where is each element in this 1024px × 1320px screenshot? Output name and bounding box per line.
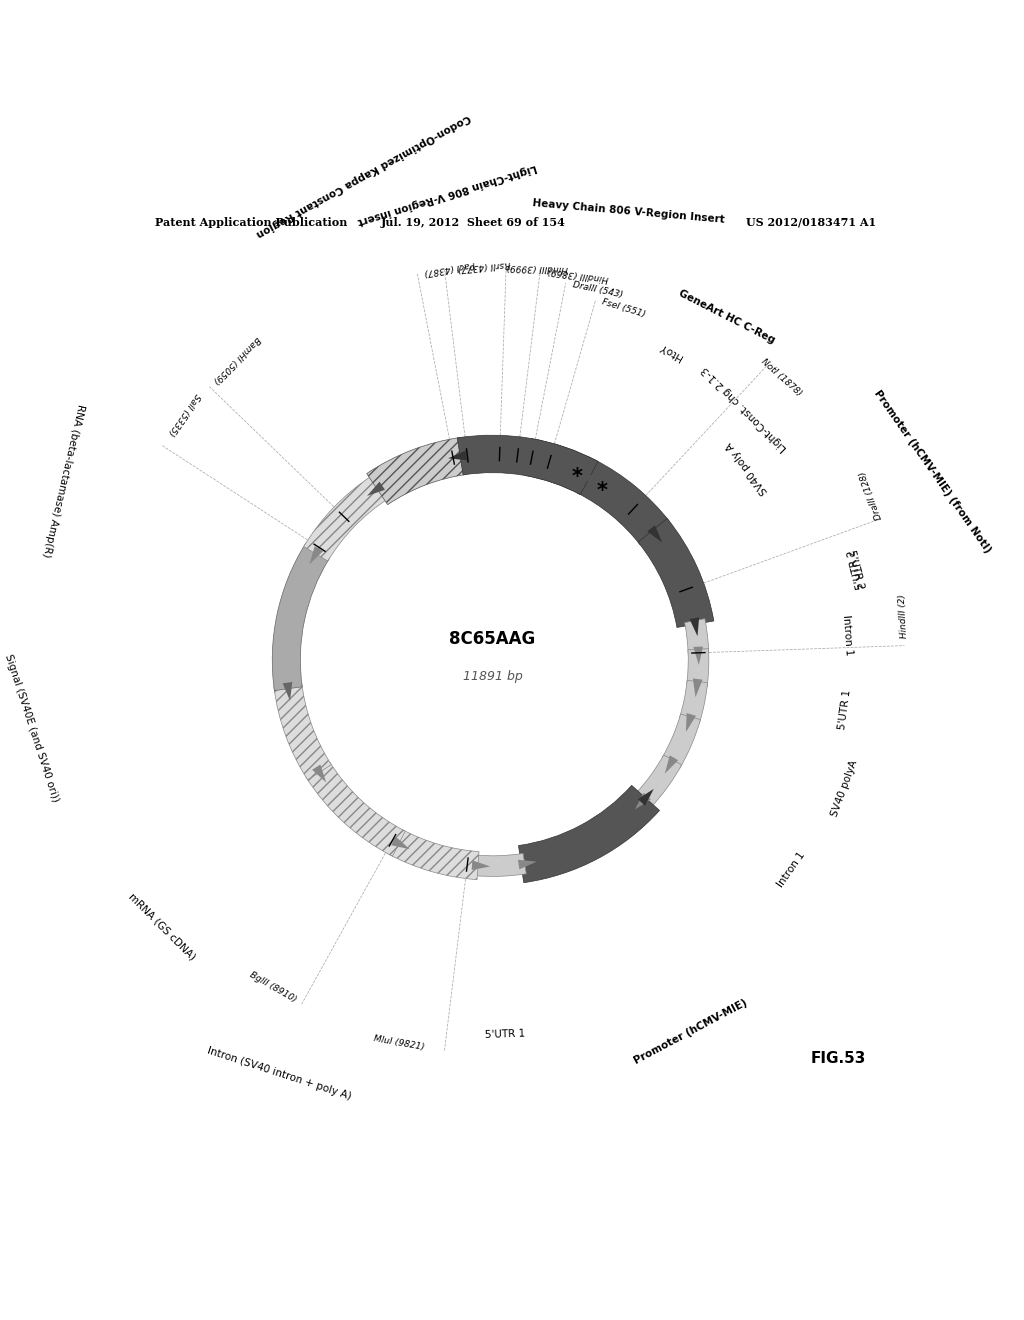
Text: Codon-Optimized Kappa Constant Region: Codon-Optimized Kappa Constant Region	[254, 112, 471, 239]
Text: 5'UTR 2: 5'UTR 2	[846, 549, 865, 590]
Text: Promoter (hCMV-MIE): Promoter (hCMV-MIE)	[632, 998, 749, 1067]
Wedge shape	[687, 648, 709, 686]
Wedge shape	[304, 475, 388, 561]
Text: DraIII (128): DraIII (128)	[858, 470, 884, 520]
Wedge shape	[578, 459, 670, 545]
Polygon shape	[582, 471, 600, 483]
Polygon shape	[638, 789, 653, 805]
Text: Intron 1: Intron 1	[841, 615, 854, 656]
Text: Light-Const. chg 2.1-3: Light-Const. chg 2.1-3	[699, 364, 788, 453]
Wedge shape	[685, 619, 709, 653]
Text: MluI (9821): MluI (9821)	[373, 1034, 425, 1052]
Text: HindIII (2): HindIII (2)	[897, 594, 908, 639]
Text: *: *	[597, 480, 607, 502]
Text: 8C65AAG: 8C65AAG	[450, 631, 536, 648]
Polygon shape	[518, 859, 537, 870]
Text: GeneArt HC C-Reg: GeneArt HC C-Reg	[677, 288, 777, 346]
Polygon shape	[647, 525, 663, 543]
Text: US 2012/0183471 A1: US 2012/0183471 A1	[746, 216, 877, 228]
Text: 5'UTR 1: 5'UTR 1	[485, 1028, 525, 1040]
Text: 11891 bp: 11891 bp	[463, 671, 522, 684]
Polygon shape	[689, 618, 699, 636]
Wedge shape	[306, 762, 406, 857]
Text: HindIII (3999): HindIII (3999)	[506, 263, 567, 273]
Text: 5'UTR 2: 5'UTR 2	[846, 549, 865, 590]
Wedge shape	[662, 714, 700, 768]
Polygon shape	[449, 450, 467, 461]
Wedge shape	[273, 684, 332, 780]
Text: SalI (5335): SalI (5335)	[167, 392, 202, 437]
Wedge shape	[272, 544, 330, 690]
Polygon shape	[367, 482, 385, 496]
Polygon shape	[693, 647, 703, 665]
Polygon shape	[693, 678, 702, 697]
Wedge shape	[518, 785, 659, 883]
Polygon shape	[283, 682, 292, 701]
Text: FseI (551): FseI (551)	[601, 297, 646, 319]
Wedge shape	[473, 854, 526, 876]
Polygon shape	[665, 755, 678, 774]
Text: BglII (8910): BglII (8910)	[248, 970, 298, 1005]
Text: Intron 1: Intron 1	[776, 850, 808, 890]
Wedge shape	[367, 437, 466, 504]
Wedge shape	[638, 519, 714, 627]
Text: Signal (SV40E (and SV40 ori)): Signal (SV40E (and SV40 ori))	[3, 653, 60, 804]
Wedge shape	[680, 681, 708, 723]
Text: Promoter (hCMV-MIE) (from NotI): Promoter (hCMV-MIE) (from NotI)	[872, 388, 993, 554]
Text: 5'UTR 1: 5'UTR 1	[838, 689, 853, 730]
Wedge shape	[458, 436, 598, 495]
Polygon shape	[309, 546, 323, 564]
Text: *: *	[572, 467, 583, 487]
Text: Patent Application Publication: Patent Application Publication	[156, 216, 347, 228]
Text: SV40 polyA: SV40 polyA	[829, 759, 859, 818]
Polygon shape	[312, 764, 327, 783]
Text: NotI (1878): NotI (1878)	[759, 358, 803, 399]
Polygon shape	[391, 837, 410, 849]
Text: Heavy Chain 806 V-Region Insert: Heavy Chain 806 V-Region Insert	[532, 198, 725, 224]
Text: mRNA (GS cDNA): mRNA (GS cDNA)	[127, 891, 198, 962]
Wedge shape	[525, 438, 598, 495]
Text: HindIII (3869): HindIII (3869)	[547, 265, 608, 284]
Text: Light-Chain 806 V-Region insert: Light-Chain 806 V-Region insert	[356, 161, 539, 226]
Text: RNA (beta-lactamase) Amp(R): RNA (beta-lactamase) Amp(R)	[40, 403, 85, 558]
Text: DraIII (543): DraIII (543)	[571, 280, 624, 300]
Text: Intron (SV40 intron + poly A): Intron (SV40 intron + poly A)	[206, 1045, 352, 1101]
Text: HtoY: HtoY	[657, 342, 684, 362]
Text: Jul. 19, 2012  Sheet 69 of 154: Jul. 19, 2012 Sheet 69 of 154	[381, 216, 566, 228]
Polygon shape	[635, 793, 651, 809]
Wedge shape	[636, 755, 682, 808]
Text: BamHI (5059): BamHI (5059)	[211, 334, 262, 385]
Text: PacI (4387): PacI (4387)	[423, 259, 475, 277]
Polygon shape	[686, 713, 696, 731]
Polygon shape	[472, 861, 490, 870]
Wedge shape	[389, 829, 479, 879]
Text: SV40 poly A: SV40 poly A	[724, 441, 770, 496]
Text: RsrII (4377): RsrII (4377)	[458, 259, 511, 272]
Text: FIG.53: FIG.53	[811, 1051, 866, 1065]
